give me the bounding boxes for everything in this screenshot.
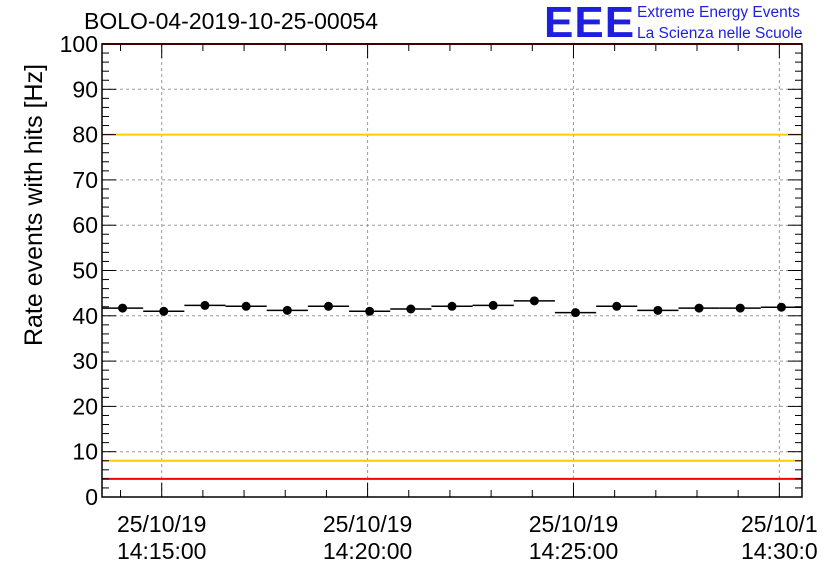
x-tick-date: 25/10/19 xyxy=(323,511,413,537)
data-point xyxy=(365,306,375,316)
data-point xyxy=(200,300,210,310)
data-point xyxy=(323,301,333,311)
logo-line-1: Extreme Energy Events xyxy=(637,4,800,21)
data-point xyxy=(241,301,251,311)
data-point xyxy=(406,304,416,314)
chart-title: BOLO-04-2019-10-25-00054 xyxy=(84,8,379,34)
y-axis-label-text: Rate events with hits [Hz] xyxy=(20,63,48,347)
y-tick-label: 20 xyxy=(72,393,98,419)
x-tick-date: 25/10/19 xyxy=(529,511,619,537)
x-tick-date: 25/10/1 xyxy=(741,511,818,537)
data-point xyxy=(529,296,539,306)
y-tick-label: 0 xyxy=(85,484,98,510)
y-tick-label: 90 xyxy=(72,76,98,102)
logo-line-2: La Scienza nelle Scuole xyxy=(637,25,803,42)
y-tick-label: 80 xyxy=(72,122,98,148)
x-tick-date: 25/10/19 xyxy=(117,511,207,537)
data-point xyxy=(118,303,128,313)
y-tick-label: 50 xyxy=(72,258,98,284)
y-tick-label: 30 xyxy=(72,348,98,374)
data-point xyxy=(612,301,622,311)
x-tick-time: 14:15:00 xyxy=(117,538,207,564)
data-point xyxy=(694,303,704,313)
eee-logo-text: Extreme Energy Events La Scienza nelle S… xyxy=(637,2,802,44)
data-point xyxy=(447,301,457,311)
x-tick-time: 14:30:0 xyxy=(741,538,818,564)
y-tick-label: 40 xyxy=(72,303,98,329)
data-point xyxy=(776,302,786,312)
data-point xyxy=(159,306,169,316)
data-point xyxy=(735,303,745,313)
y-tick-label: 100 xyxy=(60,31,98,57)
data-point xyxy=(488,300,498,310)
y-tick-label: 10 xyxy=(72,439,98,465)
data-point xyxy=(282,305,292,315)
x-tick-time: 14:25:00 xyxy=(529,538,619,564)
data-point xyxy=(653,305,663,315)
eee-logo: EEE xyxy=(544,0,636,47)
data-point xyxy=(571,308,581,318)
y-tick-label: 70 xyxy=(72,167,98,193)
x-tick-time: 14:20:00 xyxy=(323,538,413,564)
y-tick-label: 60 xyxy=(72,212,98,238)
